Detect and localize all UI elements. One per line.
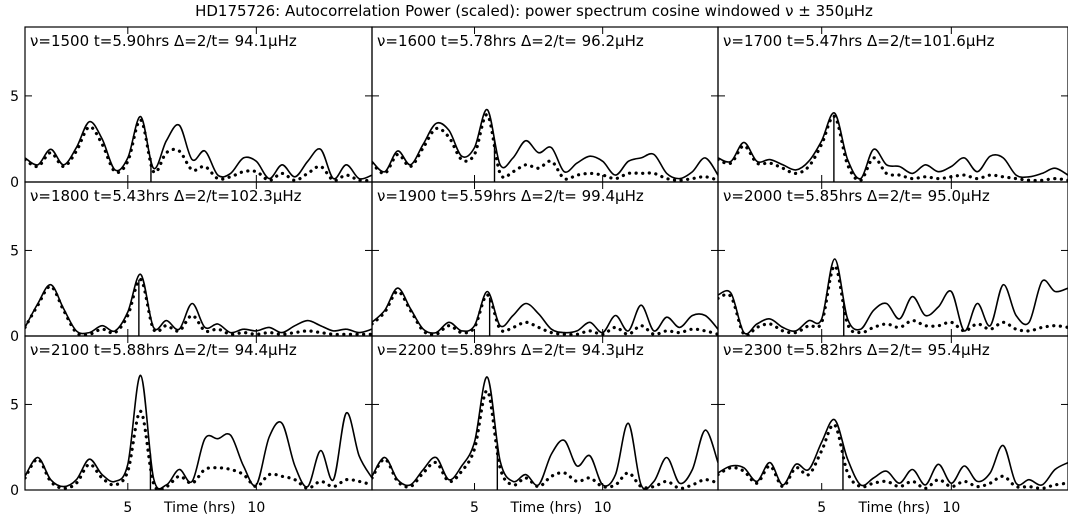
series-group: [372, 287, 718, 336]
x-axis-title: Time (hrs): [510, 500, 583, 516]
dotted-series-line: [372, 113, 718, 182]
y-tick-label: 0: [10, 329, 19, 345]
panel: ν=1700 t=5.47hrs Δ=2/t=101.6μHz: [717, 26, 1068, 183]
x-tick-label: 10: [247, 500, 265, 516]
x-tick-label: 5: [817, 500, 826, 516]
panel-header: ν=1600 t=5.78hrs Δ=2/t= 96.2μHz: [377, 32, 644, 50]
panel-header: ν=2200 t=5.89hrs Δ=2/t= 94.3μHz: [377, 341, 644, 359]
y-tick-label: 5: [10, 243, 19, 259]
series-group: [718, 112, 1068, 182]
y-tick-label: 0: [10, 483, 19, 499]
panel-header: ν=2000 t=5.85hrs Δ=2/t= 95.0μHz: [723, 187, 990, 205]
series-group: [372, 376, 718, 490]
series-group: [25, 273, 372, 336]
panel-frame: [371, 181, 719, 337]
panel: ν=1600 t=5.78hrs Δ=2/t= 96.2μHz: [371, 26, 719, 183]
x-axis-title: Time (hrs): [858, 500, 931, 516]
dotted-series-line: [25, 277, 372, 336]
dotted-series-line: [372, 289, 718, 336]
dotted-series-line: [718, 264, 1068, 336]
panel-header: ν=1900 t=5.59hrs Δ=2/t= 99.4μHz: [377, 187, 644, 205]
panel-header: ν=1700 t=5.47hrs Δ=2/t=101.6μHz: [723, 32, 995, 50]
dotted-series-line: [25, 118, 372, 182]
series-group: [25, 115, 372, 182]
x-axis-title: Time (hrs): [163, 500, 236, 516]
panel-header: ν=2100 t=5.88hrs Δ=2/t= 94.4μHz: [30, 341, 297, 359]
x-axis-labels: 5 10 Time (hrs) 5 10 Time (hrs) 5 10 Time (hrs): [123, 500, 960, 516]
panel-frame: [371, 335, 719, 491]
panel-header: ν=1800 t=5.43hrs Δ=2/t=102.3μHz: [30, 187, 302, 205]
dotted-series-line: [25, 409, 372, 490]
series-group: [25, 374, 372, 490]
dotted-series-line: [372, 389, 718, 490]
panel: ν=1900 t=5.59hrs Δ=2/t= 99.4μHz: [371, 181, 719, 337]
panel: 0 5 ν=1500 t=5.90hrs Δ=2/t= 94.1μHz: [10, 26, 373, 191]
solid-series-line: [25, 273, 372, 335]
solid-series-line: [372, 108, 718, 180]
panel: 0 5 ν=2100 t=5.88hrs Δ=2/t= 94.4μHz: [10, 335, 373, 499]
panel: ν=2200 t=5.89hrs Δ=2/t= 94.3μHz: [371, 335, 719, 491]
panel-grid: 0 5 ν=1500 t=5.90hrs Δ=2/t= 94.1μHz ν=1600 …: [10, 26, 1068, 499]
x-tick-label: 5: [470, 500, 479, 516]
solid-series-line: [718, 418, 1068, 487]
x-tick-label: 10: [942, 500, 960, 516]
panel: 0 5 ν=1800 t=5.43hrs Δ=2/t=102.3μHz: [10, 181, 373, 345]
series-group: [372, 108, 718, 182]
dotted-series-line: [718, 114, 1068, 182]
solid-series-line: [25, 374, 372, 490]
y-tick-label: 5: [10, 397, 19, 413]
panel-frame: [24, 26, 373, 183]
panel-frame: [717, 335, 1068, 491]
solid-series-line: [718, 258, 1068, 335]
panel-frame: [24, 335, 373, 491]
panel: ν=2300 t=5.82hrs Δ=2/t= 95.4μHz: [717, 335, 1068, 491]
panel-header: ν=1500 t=5.90hrs Δ=2/t= 94.1μHz: [30, 32, 297, 50]
panel-frame: [371, 26, 719, 183]
solid-series-line: [718, 112, 1068, 180]
panel: ν=2000 t=5.85hrs Δ=2/t= 95.0μHz: [717, 181, 1068, 337]
chart-title: HD175726: Autocorrelation Power (scaled)…: [195, 2, 873, 20]
series-group: [718, 258, 1068, 336]
panel-header: ν=2300 t=5.82hrs Δ=2/t= 95.4μHz: [723, 341, 990, 359]
solid-series-line: [372, 376, 718, 490]
y-tick-label: 5: [10, 89, 19, 105]
x-tick-label: 5: [123, 500, 132, 516]
solid-series-line: [25, 115, 372, 180]
x-tick-label: 10: [594, 500, 612, 516]
panel-frame: [717, 26, 1068, 183]
series-group: [718, 418, 1068, 490]
y-tick-label: 0: [10, 175, 19, 191]
solid-series-line: [372, 287, 718, 334]
